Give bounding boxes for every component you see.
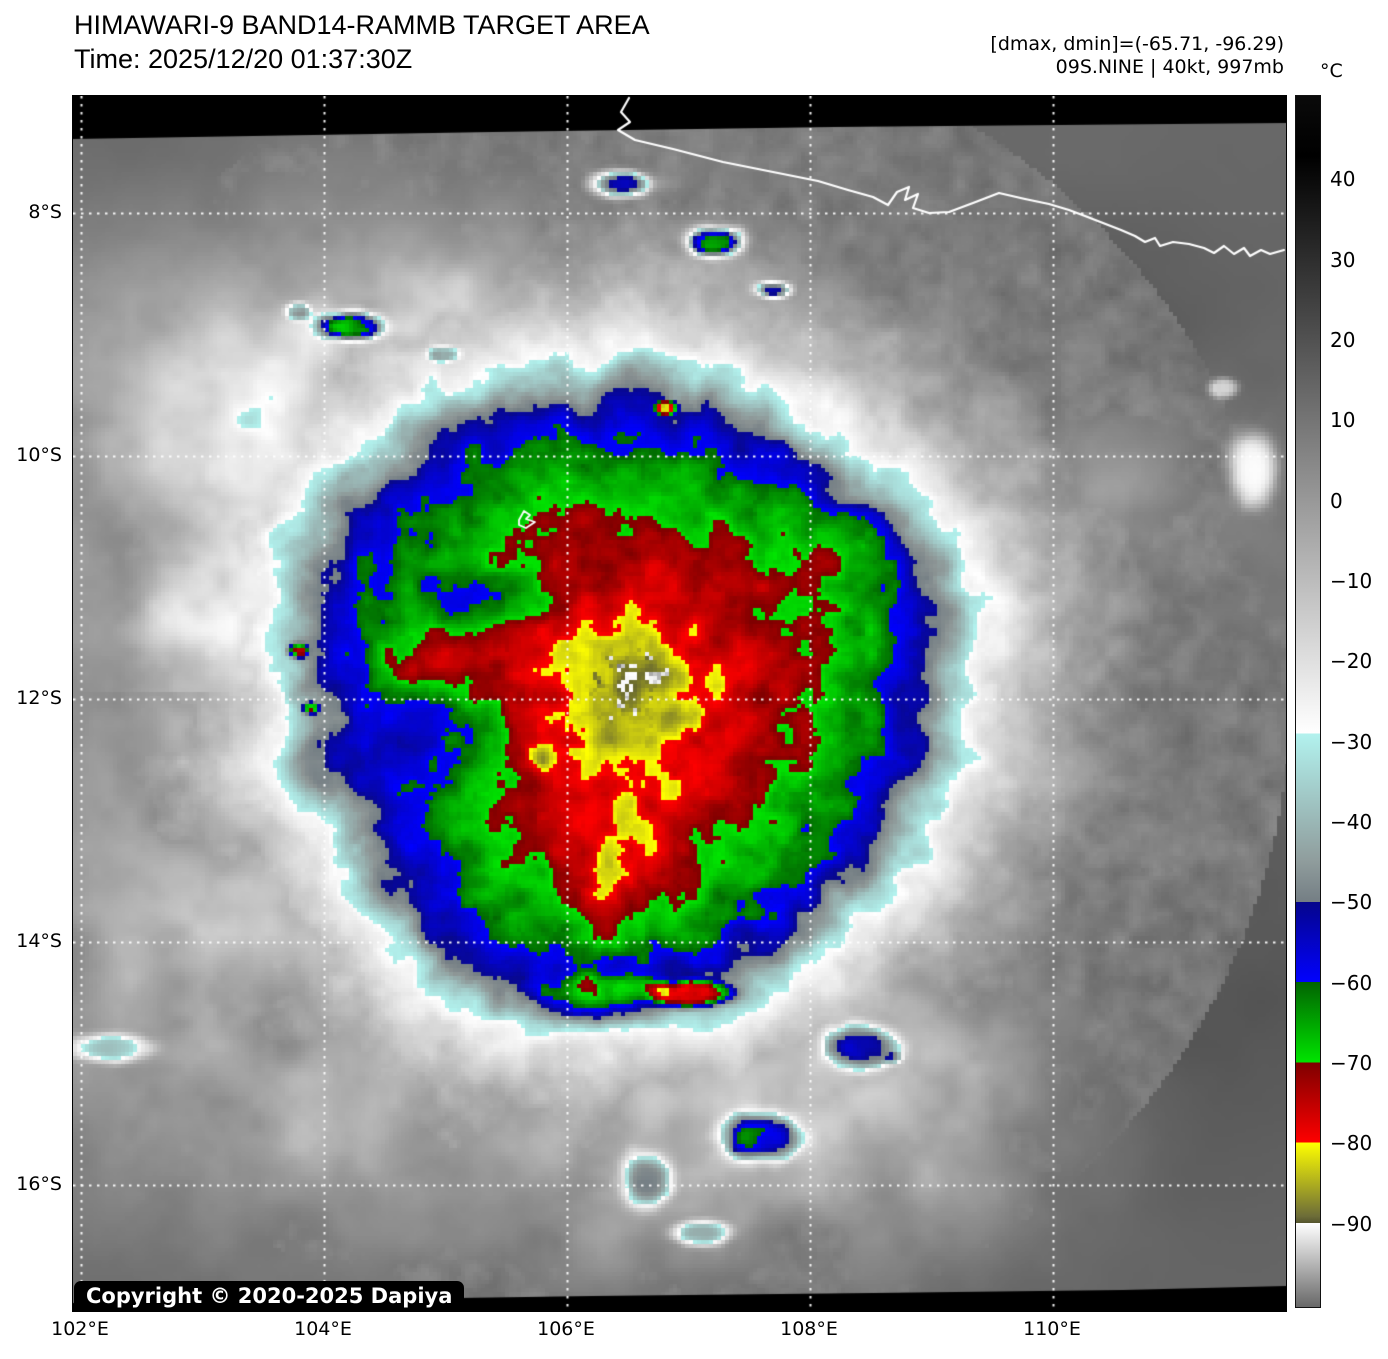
colorbar-tick--10: −10 — [1330, 569, 1373, 593]
lat-label-14s: 14°S — [16, 930, 62, 952]
lon-label-108e: 108°E — [780, 1318, 838, 1340]
temperature-colorbar — [1295, 95, 1321, 1308]
copyright-badge: Copyright © 2020-2025 Dapiya — [74, 1281, 465, 1312]
colorbar-tick--70: −70 — [1330, 1050, 1373, 1075]
lat-label-16s: 16°S — [16, 1173, 62, 1195]
colorbar-tick--50: −50 — [1330, 890, 1373, 915]
lat-label-12s: 12°S — [16, 687, 62, 709]
time-text: Time: 2025/12/20 01:37:30Z — [74, 44, 413, 74]
colorbar-tick--20: −20 — [1330, 649, 1373, 674]
colorbar-tick--90: −90 — [1330, 1211, 1373, 1236]
lat-label-8s: 8°S — [28, 201, 62, 223]
lat-label-10s: 10°S — [16, 444, 62, 466]
colorbar-tick--80: −80 — [1330, 1131, 1373, 1156]
colorbar-tick-0: 0 — [1330, 488, 1343, 513]
colorbar-tick-10: 10 — [1330, 408, 1356, 433]
colorbar-tick-20: 20 — [1330, 328, 1356, 352]
lon-label-106e: 106°E — [537, 1318, 595, 1340]
map-frame — [72, 95, 1287, 1312]
colorbar-tick-30: 30 — [1330, 247, 1356, 272]
lon-label-110e: 110°E — [1023, 1318, 1081, 1340]
lon-label-102e: 102°E — [51, 1318, 109, 1340]
satellite-image — [73, 96, 1286, 1311]
colorbar-tick--30: −30 — [1330, 729, 1373, 754]
colorbar-tick-40: 40 — [1330, 167, 1356, 192]
colorbar-unit-label: °C — [1320, 60, 1343, 82]
dmax-dmin-annotation: [dmax, dmin]=(-65.71, -96.29) — [990, 33, 1284, 55]
colorbar-tick--40: −40 — [1330, 809, 1373, 834]
page-title: HIMAWARI-9 BAND14-RAMMB TARGET AREA — [74, 10, 650, 40]
colorbar-tick--60: −60 — [1330, 970, 1373, 995]
lon-label-104e: 104°E — [294, 1318, 352, 1340]
storm-info-annotation: 09S.NINE | 40kt, 997mb — [1055, 56, 1284, 78]
